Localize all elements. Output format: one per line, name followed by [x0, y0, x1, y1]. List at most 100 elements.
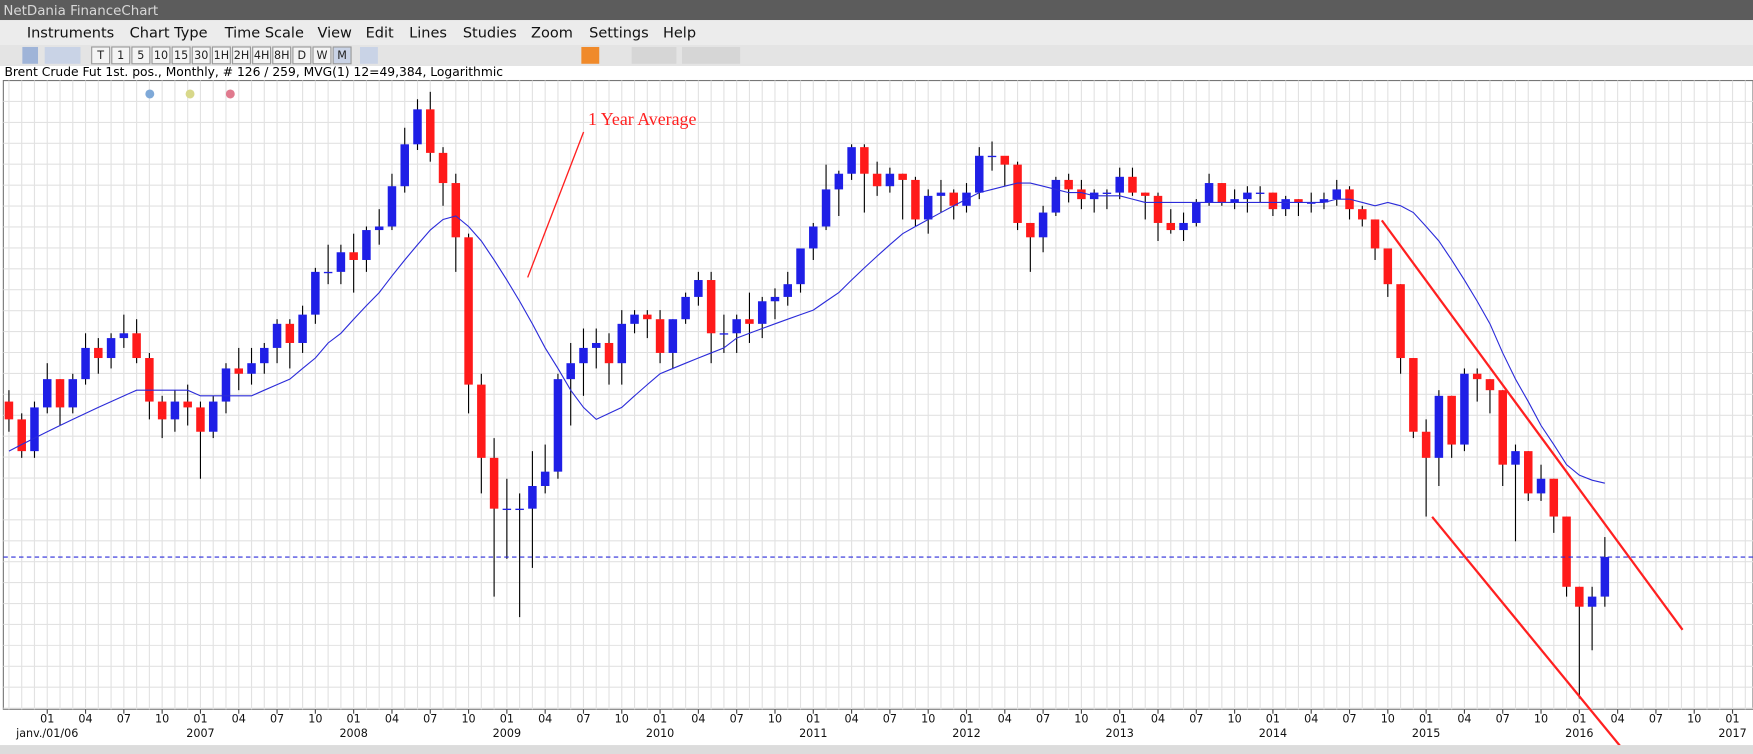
- toolbar-button[interactable]: [231, 46, 251, 65]
- x-tick-label: 10: [1534, 712, 1548, 725]
- candle-body: [1102, 192, 1112, 194]
- candle-body: [1204, 183, 1214, 203]
- menu-item[interactable]: Chart Type: [130, 26, 208, 42]
- toolbar-button-label[interactable]: 15: [174, 49, 188, 62]
- candle-body: [783, 284, 793, 297]
- x-tick-label: 10: [921, 712, 935, 725]
- menu-item[interactable]: Settings: [589, 26, 649, 42]
- toolbar-button[interactable]: [252, 46, 272, 65]
- candle-body: [860, 147, 869, 174]
- menu-bar: [0, 20, 1753, 45]
- toolbar-button[interactable]: [131, 46, 151, 65]
- x-tick-label: 07: [730, 712, 744, 725]
- candle-body: [387, 186, 397, 227]
- toolbar-button[interactable]: [151, 46, 171, 65]
- menu-item[interactable]: View: [318, 26, 353, 42]
- candle-body: [119, 333, 129, 339]
- toolbar-button[interactable]: [312, 46, 332, 65]
- toolbar-button[interactable]: [272, 46, 292, 65]
- toolbar-button-label[interactable]: T: [96, 49, 104, 62]
- candle-body: [247, 363, 256, 374]
- x-tick-label: 01: [1266, 712, 1280, 725]
- toolbar-button-label[interactable]: 1: [117, 49, 124, 62]
- toolbar-button[interactable]: [292, 46, 312, 65]
- toolbar-button[interactable]: [91, 46, 111, 65]
- toolbar-button-label[interactable]: 2H: [234, 49, 250, 62]
- x-tick-label: 04: [1151, 712, 1165, 725]
- menu-item[interactable]: Zoom: [531, 26, 573, 42]
- x-tick-label: 04: [1611, 712, 1625, 725]
- study-dot[interactable]: [145, 89, 155, 99]
- x-tick-label: 01: [653, 712, 667, 725]
- candle-body: [1498, 390, 1507, 465]
- candle-body: [4, 401, 14, 420]
- candle-body: [528, 485, 537, 509]
- toolbar-button-label[interactable]: 1H: [214, 49, 230, 62]
- x-tick-label: 10: [615, 712, 629, 725]
- tool-icon[interactable]: [631, 46, 677, 64]
- menu-item[interactable]: Instruments: [27, 26, 114, 42]
- candle-body: [745, 319, 754, 324]
- menu-item[interactable]: Time Scale: [224, 26, 304, 42]
- menu-item[interactable]: Lines: [409, 26, 447, 42]
- candle-body: [298, 314, 307, 343]
- candle-body: [183, 401, 192, 408]
- toolbar-button[interactable]: [211, 46, 231, 65]
- candle-body: [1332, 189, 1342, 200]
- candle-body: [132, 333, 141, 359]
- x-tick-label: 04: [78, 712, 92, 725]
- tool-icon[interactable]: [359, 46, 378, 64]
- candle-body: [936, 192, 946, 196]
- tool-icon[interactable]: [681, 46, 741, 64]
- x-tick-label: 10: [768, 712, 782, 725]
- tool-icon[interactable]: [22, 46, 39, 64]
- trend-line[interactable]: [1431, 516, 1628, 754]
- candle-body: [221, 368, 231, 402]
- candle-body: [1396, 284, 1405, 359]
- candle-body: [145, 358, 154, 402]
- candle-body: [438, 152, 448, 184]
- candle-body: [834, 173, 844, 190]
- toolbar-button[interactable]: [191, 46, 211, 65]
- candle-body: [1038, 212, 1048, 238]
- candle-body: [502, 508, 512, 511]
- study-dot[interactable]: [225, 89, 235, 99]
- tool-icon[interactable]: [44, 46, 81, 64]
- menu-item[interactable]: Edit: [366, 26, 394, 42]
- toolbar-button-label[interactable]: 30: [194, 49, 208, 62]
- toolbar-button[interactable]: [332, 46, 352, 65]
- trend-line[interactable]: [1380, 219, 1684, 631]
- candle-body: [1447, 395, 1456, 445]
- toolbar-button[interactable]: [111, 46, 131, 65]
- status-bar: [0, 745, 1753, 754]
- toolbar-button-label[interactable]: 4H: [254, 49, 270, 62]
- menu-item[interactable]: Studies: [463, 26, 517, 42]
- candle-body: [655, 319, 665, 353]
- tool-icon[interactable]: [581, 46, 600, 64]
- candle-body: [336, 252, 346, 272]
- toolbar-button-label[interactable]: D: [298, 49, 307, 62]
- candle-body: [1243, 192, 1252, 200]
- candle-body: [477, 384, 486, 458]
- x-year-label: 2012: [952, 727, 980, 740]
- study-dot[interactable]: [185, 89, 195, 99]
- candle-body: [1549, 478, 1559, 517]
- candle-body: [719, 333, 729, 335]
- toolbar-button-label[interactable]: M: [337, 49, 347, 62]
- toolbar-button-label[interactable]: W: [316, 49, 327, 62]
- toolbar-button-label[interactable]: 8H: [274, 49, 290, 62]
- candle-body: [362, 230, 371, 260]
- toolbar-button[interactable]: [171, 46, 191, 65]
- candle-body: [106, 338, 116, 359]
- x-tick-label: 10: [461, 712, 475, 725]
- candle-body: [400, 144, 409, 187]
- x-tick-label: 04: [998, 712, 1012, 725]
- toolbar-button-label[interactable]: 5: [137, 49, 144, 62]
- menu-item[interactable]: Help: [663, 26, 696, 42]
- toolbar-button-label[interactable]: 10: [154, 49, 168, 62]
- x-year-label: 2008: [339, 727, 367, 740]
- candle-body: [566, 363, 575, 380]
- candle-body: [1511, 451, 1520, 465]
- candle-body: [1166, 222, 1176, 231]
